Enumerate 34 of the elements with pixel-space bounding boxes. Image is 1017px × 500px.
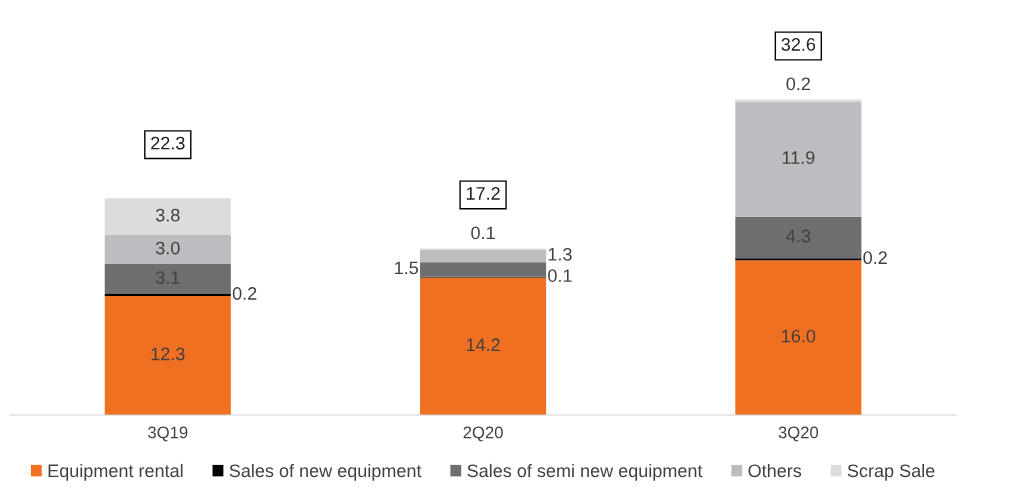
x-tick-label: 3Q19 [148, 426, 188, 442]
data-label: 3.8 [155, 208, 180, 222]
bar [420, 249, 547, 263]
legend-label: Equipment rental [48, 463, 183, 481]
data-label: 0.1 [471, 226, 495, 240]
x-tick-label: 2Q20 [463, 426, 503, 442]
legend-label: Scrap Sale [847, 463, 935, 481]
total-label: 17.2 [466, 187, 500, 200]
x-tick-label: 3Q20 [778, 426, 819, 442]
total-label: 22.3 [151, 136, 185, 150]
data-label: 0.2 [232, 287, 257, 300]
data-label: 12.3 [151, 347, 185, 361]
data-label: 16.0 [782, 329, 816, 343]
legend-label: Sales of new equipment [229, 463, 422, 481]
data-label: 11.9 [782, 151, 815, 164]
legend-label: Others [748, 463, 802, 478]
bar [735, 260, 862, 415]
bar [735, 101, 862, 217]
legend-label: Sales of semi new equipment [467, 463, 703, 481]
data-label: 1.5 [395, 261, 419, 275]
bar [104, 264, 231, 295]
data-label: 14.2 [466, 338, 500, 351]
data-label: 0.2 [786, 77, 810, 91]
bar [735, 216, 862, 259]
bar [420, 277, 547, 415]
data-label: 0.1 [548, 269, 572, 282]
data-label: 3.0 [155, 241, 180, 255]
data-label: 1.3 [548, 247, 572, 261]
data-label: 0.2 [863, 251, 887, 265]
total-label: 32.6 [781, 38, 816, 51]
bar [104, 198, 231, 236]
bar [420, 262, 547, 277]
bar [104, 296, 231, 415]
bar [104, 235, 231, 265]
